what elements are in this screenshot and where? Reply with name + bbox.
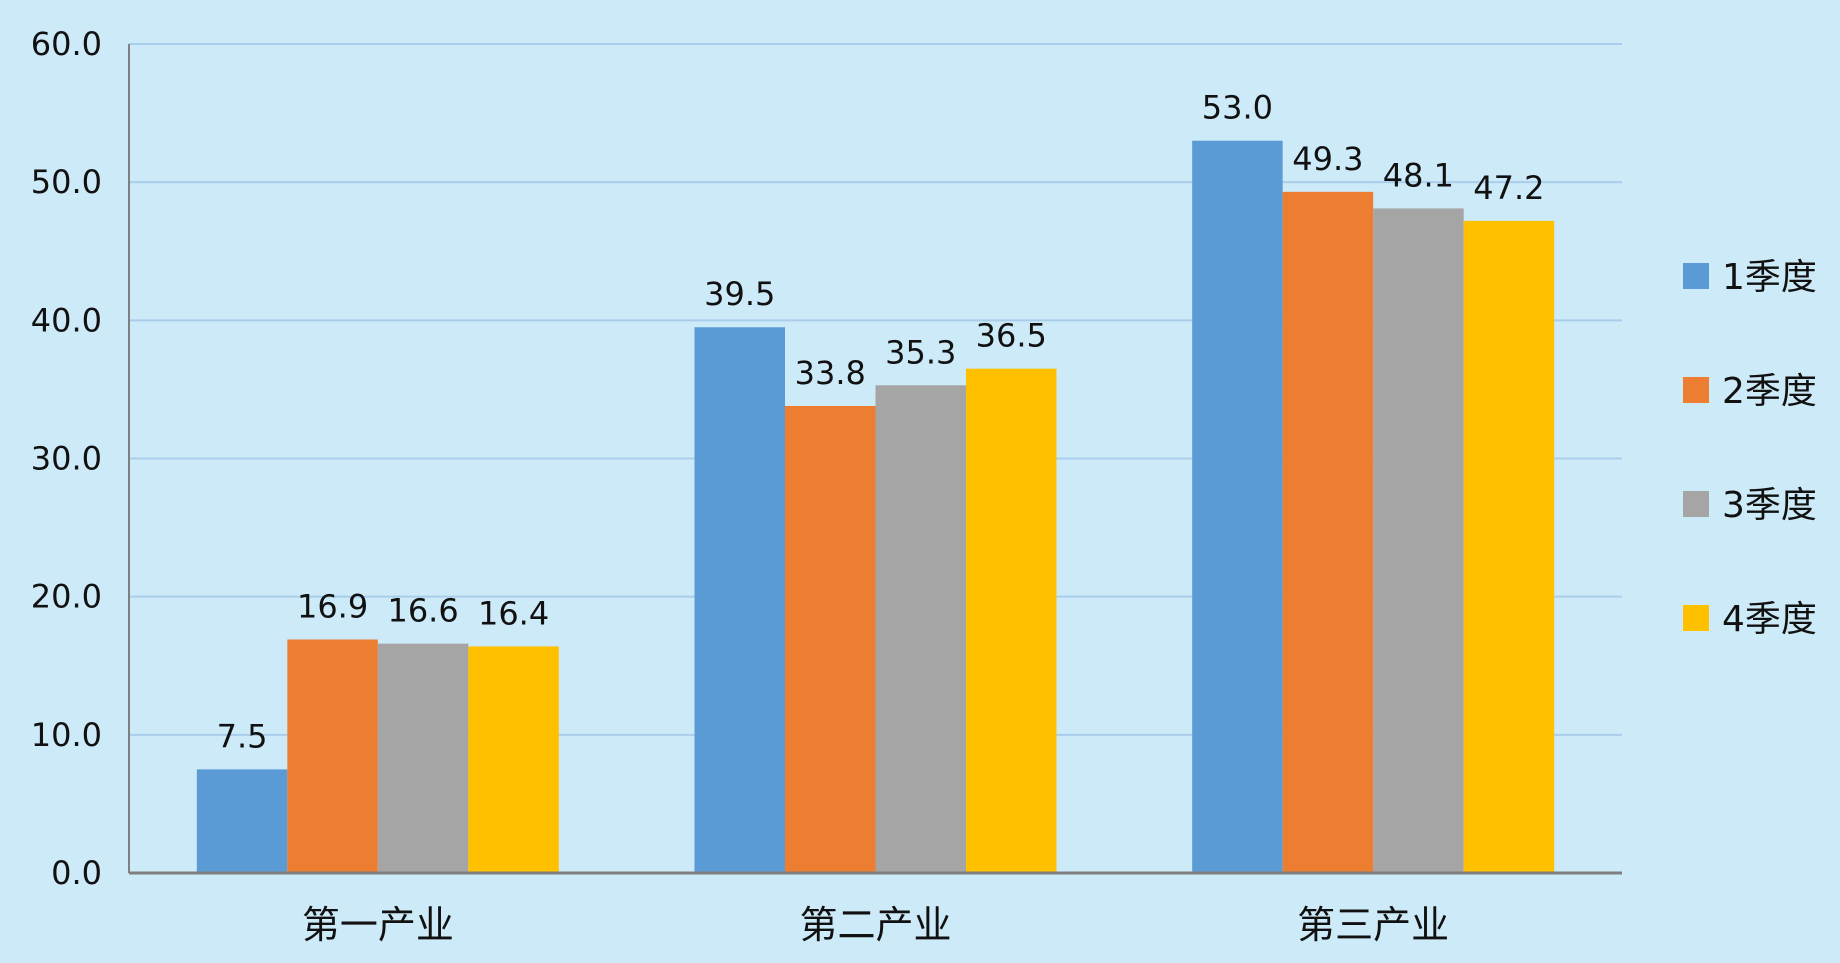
legend-swatch bbox=[1683, 605, 1709, 631]
bar bbox=[1463, 220, 1555, 873]
data-label: 48.1 bbox=[1383, 156, 1454, 194]
bar bbox=[468, 646, 559, 873]
legend: 1季度 2季度 3季度 4季度 bbox=[1683, 257, 1817, 640]
axes bbox=[128, 44, 1622, 875]
bar bbox=[196, 769, 288, 873]
legend-label: 2季度 bbox=[1722, 371, 1817, 412]
legend-label: 4季度 bbox=[1722, 599, 1817, 640]
y-tick-label: 40.0 bbox=[31, 301, 102, 339]
data-label: 33.8 bbox=[795, 354, 866, 392]
data-label: 16.4 bbox=[478, 594, 549, 632]
data-label: 16.6 bbox=[387, 592, 458, 630]
x-category-label: 第一产业 bbox=[302, 903, 454, 947]
legend-label: 1季度 bbox=[1722, 257, 1817, 298]
y-tick-label: 60.0 bbox=[31, 25, 102, 63]
bar bbox=[875, 385, 966, 873]
y-tick-label: 20.0 bbox=[31, 578, 102, 616]
bar bbox=[694, 327, 785, 873]
bar bbox=[377, 643, 469, 873]
y-tick-label: 0.0 bbox=[51, 854, 102, 892]
legend-label: 3季度 bbox=[1722, 485, 1817, 526]
data-label: 47.2 bbox=[1473, 169, 1544, 207]
data-label: 53.0 bbox=[1202, 89, 1273, 127]
data-label: 35.3 bbox=[885, 333, 956, 371]
bar bbox=[1282, 191, 1374, 874]
data-label: 16.9 bbox=[297, 587, 368, 625]
y-tick-label: 30.0 bbox=[31, 440, 102, 478]
legend-swatch bbox=[1683, 263, 1709, 289]
bar bbox=[966, 368, 1057, 873]
data-label: 7.5 bbox=[217, 717, 268, 755]
x-category-label: 第二产业 bbox=[799, 903, 951, 947]
bar bbox=[785, 405, 876, 873]
bar bbox=[1192, 140, 1283, 873]
bar bbox=[287, 639, 378, 873]
data-label: 39.5 bbox=[704, 275, 775, 313]
y-tick-label: 10.0 bbox=[31, 716, 102, 754]
bars bbox=[196, 140, 1555, 874]
x-category-label: 第三产业 bbox=[1297, 903, 1449, 947]
data-label: 36.5 bbox=[976, 317, 1047, 355]
legend-swatch bbox=[1683, 377, 1709, 403]
data-label: 49.3 bbox=[1292, 140, 1363, 178]
y-tick-label: 50.0 bbox=[31, 163, 102, 201]
legend-swatch bbox=[1683, 491, 1709, 517]
labels: 0.0 10.0 20.0 30.0 40.0 50.0 60.0 7.5 16.9 16.6 16… bbox=[31, 25, 1545, 947]
bar bbox=[1373, 208, 1464, 873]
